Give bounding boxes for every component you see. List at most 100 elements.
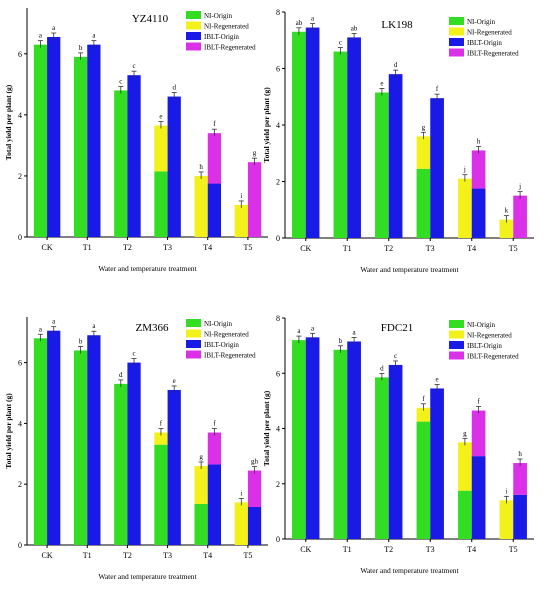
- bar-label-iblt: f: [436, 85, 439, 93]
- bar-ni-origin: [375, 377, 389, 539]
- bar-label-iblt: f: [213, 420, 216, 428]
- bar-label-iblt: a: [311, 324, 315, 332]
- bar-label-iblt: a: [311, 15, 315, 23]
- bar-ni-regenerated: [499, 219, 514, 238]
- y-tick-label: 6: [18, 50, 22, 59]
- bar-iblt-origin: [167, 96, 181, 238]
- bar-label-ni: f: [422, 395, 425, 403]
- y-axis-label: Total yield per plant (g): [262, 390, 271, 466]
- bar-label-ni: h: [199, 163, 203, 171]
- y-tick-label: 8: [276, 8, 280, 17]
- x-tick-label: T1: [343, 545, 352, 554]
- bar-ni-regenerated: [154, 125, 168, 172]
- x-tick-label: T4: [467, 545, 476, 554]
- bar-iblt-regenerated: [247, 470, 262, 507]
- x-tick-label: T2: [123, 243, 132, 252]
- legend-label: NI-Regenerated: [204, 23, 249, 31]
- y-tick-label: 4: [276, 121, 280, 130]
- bar-iblt-origin: [430, 98, 444, 238]
- bar-label-iblt: ab: [351, 24, 358, 32]
- legend-swatch: [449, 17, 464, 25]
- bar-ni-origin: [114, 383, 128, 545]
- bar-label-ni: d: [380, 364, 384, 372]
- bar-label-iblt: e: [173, 377, 176, 385]
- x-tick-label: CK: [42, 551, 53, 560]
- x-axis-label: Water and temperature treatment: [360, 265, 459, 274]
- y-tick-label: 0: [18, 541, 22, 550]
- y-axis-label: Total yield per plant (g): [262, 87, 271, 163]
- bar-label-ni: j: [463, 166, 466, 174]
- bar-ni-origin: [114, 90, 128, 237]
- y-tick-label: 6: [18, 359, 22, 368]
- bar-label-ni: c: [339, 39, 342, 47]
- legend-swatch: [449, 341, 464, 349]
- x-tick-label: T2: [384, 244, 393, 253]
- y-tick-label: 4: [276, 425, 280, 434]
- legend-swatch: [449, 330, 464, 339]
- x-tick-label: T3: [426, 545, 435, 554]
- x-tick-label: T5: [509, 545, 518, 554]
- bar-label-iblt: a: [92, 32, 96, 40]
- x-tick-label: T4: [203, 551, 212, 560]
- y-tick-label: 2: [18, 480, 22, 489]
- legend-label: NI-Regenerated: [467, 29, 512, 37]
- legend-swatch: [186, 340, 201, 348]
- chart-panel-lk198: 0 2 4 6 8 Total yield per plant (g) Water and …: [262, 8, 534, 274]
- bar-label-iblt: g: [253, 149, 257, 157]
- bar-label-iblt: gh: [251, 458, 259, 466]
- bar-iblt-origin: [207, 183, 222, 237]
- bar-ni-regenerated: [234, 204, 248, 237]
- y-tick-label: 2: [18, 172, 22, 181]
- bar-ni-regenerated: [194, 465, 208, 504]
- legend-swatch: [186, 11, 201, 19]
- bar-label-iblt: h: [477, 137, 481, 145]
- legend-label: IBLT-Origin: [467, 39, 502, 47]
- bar-iblt-origin: [471, 456, 486, 539]
- legend-swatch: [449, 320, 464, 328]
- bar-label-ni: b: [79, 337, 83, 345]
- bar-iblt-origin: [305, 27, 320, 238]
- bar-label-ni: ab: [296, 19, 303, 27]
- bar-iblt-regenerated: [513, 463, 527, 495]
- bar-ni-origin: [458, 490, 472, 539]
- bar-iblt-origin: [513, 494, 527, 539]
- bar-ni-origin: [375, 92, 389, 238]
- x-tick-label: T1: [83, 551, 92, 560]
- bar-label-ni: i: [240, 192, 242, 200]
- bar-iblt-origin: [430, 388, 444, 539]
- bar-label-ni: f: [160, 420, 163, 428]
- bar-label-iblt: f: [213, 120, 216, 128]
- legend-swatch: [186, 42, 201, 51]
- bar-label-iblt: a: [353, 328, 357, 336]
- y-axis-label: Total yield per plant (g): [4, 84, 13, 160]
- bar-ni-origin: [154, 171, 168, 237]
- y-tick-label: 4: [18, 419, 22, 428]
- bar-ni-origin: [416, 421, 431, 539]
- x-tick-label: CK: [300, 244, 311, 253]
- chart-title: ZM366: [136, 322, 170, 334]
- bar-label-ni: e: [380, 80, 383, 88]
- bar-label-ni: a: [39, 325, 43, 333]
- bar-ni-origin: [194, 503, 208, 545]
- bar-label-iblt: a: [52, 24, 56, 32]
- legend-label: IBLT-Origin: [467, 342, 502, 350]
- x-tick-label: T2: [384, 545, 393, 554]
- bar-iblt-origin: [388, 74, 403, 239]
- bar-iblt-regenerated: [207, 133, 222, 184]
- bar-iblt-regenerated: [207, 432, 222, 465]
- legend-label: IBLT-Origin: [204, 33, 239, 41]
- legend-swatch: [186, 329, 201, 338]
- legend-label: IBLT-Regenerated: [204, 352, 256, 360]
- legend-label: NI-Regenerated: [204, 331, 249, 339]
- bar-iblt-regenerated: [471, 150, 486, 189]
- bar-iblt-origin: [305, 337, 320, 539]
- bar-label-ni: i: [240, 489, 242, 497]
- bar-iblt-origin: [388, 364, 403, 539]
- bar-iblt-regenerated: [247, 162, 262, 237]
- chart-title: LK198: [381, 19, 413, 31]
- legend-swatch: [186, 319, 201, 327]
- bar-label-iblt: f: [477, 398, 480, 406]
- x-tick-label: T1: [343, 244, 352, 253]
- bar-iblt-origin: [127, 362, 141, 545]
